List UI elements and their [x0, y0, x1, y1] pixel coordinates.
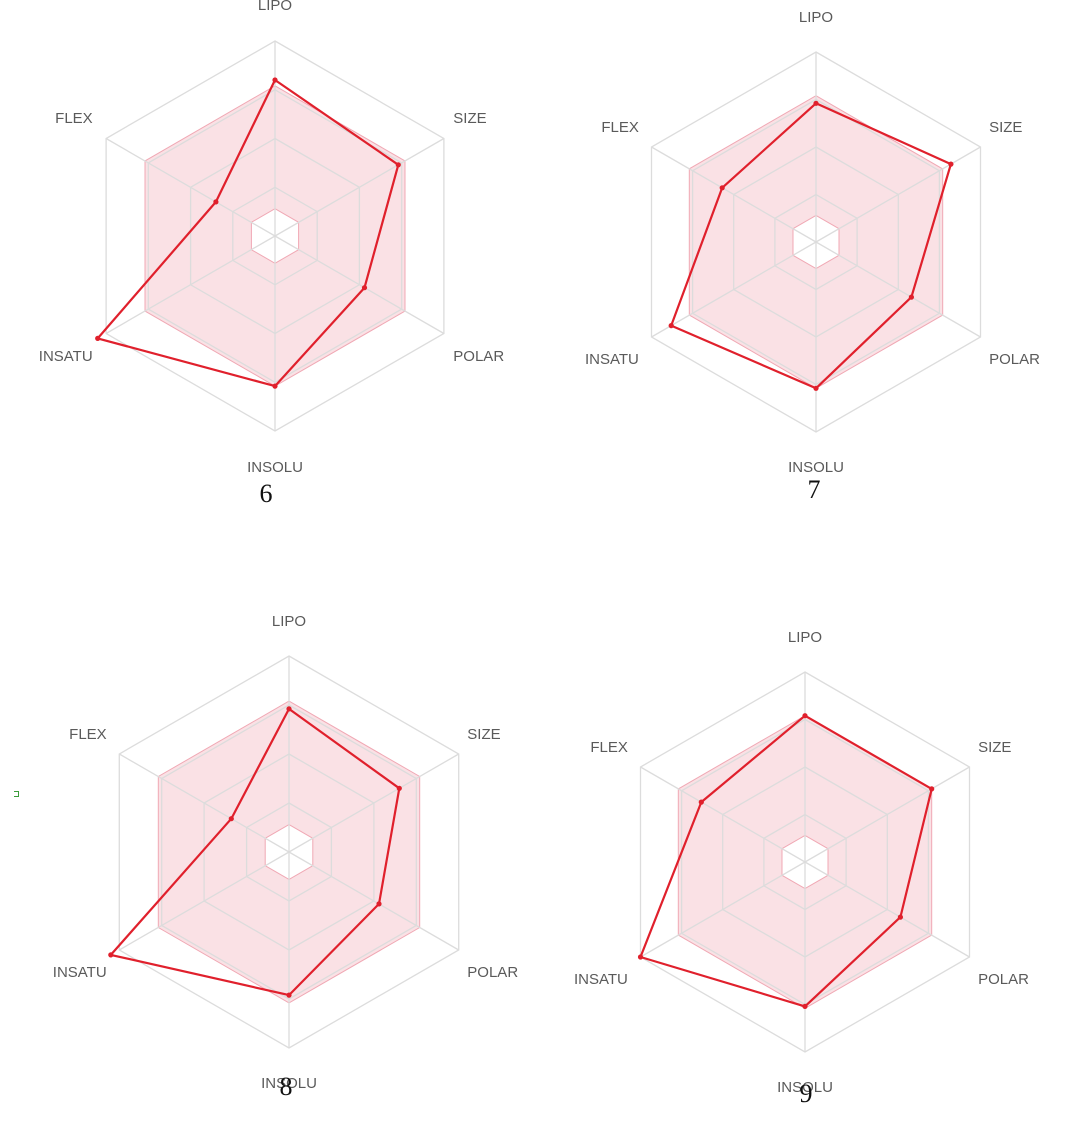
grid-spoke	[640, 766, 806, 863]
axis-label: INSATU	[39, 348, 93, 365]
axis-label: LIPO	[258, 0, 292, 14]
data-point	[668, 323, 674, 329]
grid-spoke	[288, 851, 460, 951]
axis-label: LIPO	[788, 629, 822, 646]
axis-label: POLAR	[978, 971, 1029, 988]
data-point	[395, 162, 401, 168]
data-point	[637, 954, 644, 960]
data-point	[897, 914, 904, 920]
axis-label: INSOLU	[777, 1079, 833, 1096]
data-point	[929, 786, 935, 792]
grid-spoke	[651, 146, 817, 243]
axis-label: POLAR	[989, 351, 1040, 368]
data-point	[813, 385, 819, 391]
axis-label: POLAR	[467, 964, 518, 981]
grid-spoke	[651, 241, 817, 338]
data-point	[272, 77, 278, 83]
data-point	[698, 799, 704, 805]
panel-label: 9	[800, 1079, 813, 1108]
axis-label: SIZE	[453, 110, 486, 127]
grid-spoke	[274, 235, 445, 335]
data-point	[108, 952, 114, 958]
data-point	[948, 161, 954, 167]
grid-spoke	[288, 753, 460, 853]
panel-label: 6	[260, 479, 273, 508]
grid-spoke	[118, 851, 290, 951]
radar-panel-7: LIPO SIZE POLAR INSOLU INSATU FLEX 7	[585, 9, 1040, 504]
grid-spoke	[105, 137, 276, 237]
axis-label: SIZE	[978, 739, 1011, 756]
grid-spoke	[804, 766, 970, 863]
axis-label: FLEX	[590, 739, 628, 756]
grid-spoke	[118, 753, 290, 853]
axis-label: INSATU	[53, 964, 107, 981]
radar-panel-8: LIPO SIZE POLAR INSOLU INSATU FLEX 8	[53, 613, 519, 1101]
data-point	[396, 785, 402, 791]
axis-label: FLEX	[69, 726, 107, 743]
axis-label: LIPO	[272, 613, 306, 630]
panel-label: 8	[280, 1072, 293, 1101]
axis-label: INSOLU	[788, 459, 844, 476]
data-point	[802, 1003, 808, 1010]
grid-spoke	[274, 137, 445, 237]
axis-label: FLEX	[55, 110, 93, 127]
data-point	[813, 100, 819, 106]
grid-spoke	[804, 861, 970, 958]
data-point	[286, 706, 292, 712]
data-point	[272, 383, 278, 389]
grid-spoke	[105, 235, 276, 335]
axis-label: INSATU	[574, 971, 628, 988]
panel-label: 7	[808, 475, 821, 504]
axis-label: SIZE	[467, 726, 500, 743]
radar-panel-9: LIPO SIZE POLAR INSOLU INSATU FLEX 9	[574, 629, 1029, 1108]
data-point	[95, 335, 101, 341]
axis-label: INSOLU	[261, 1075, 317, 1092]
data-point	[286, 992, 292, 998]
axis-label: FLEX	[601, 119, 639, 136]
data-point	[719, 185, 725, 191]
axis-label: INSOLU	[247, 459, 303, 476]
data-point	[908, 294, 915, 300]
data-point	[802, 713, 808, 719]
axis-label: LIPO	[799, 9, 833, 26]
axis-label: POLAR	[453, 348, 504, 365]
data-point	[361, 285, 368, 291]
grid-spoke	[815, 241, 981, 338]
axis-label: SIZE	[989, 119, 1022, 136]
data-point	[228, 816, 234, 822]
data-point	[376, 901, 382, 907]
grid-spoke	[640, 861, 806, 958]
axis-label: INSATU	[585, 351, 639, 368]
radar-panel-6: LIPO SIZE POLAR INSOLU INSATU FLEX 6	[39, 0, 505, 508]
bracket-mark	[14, 791, 19, 797]
data-point	[213, 199, 219, 205]
